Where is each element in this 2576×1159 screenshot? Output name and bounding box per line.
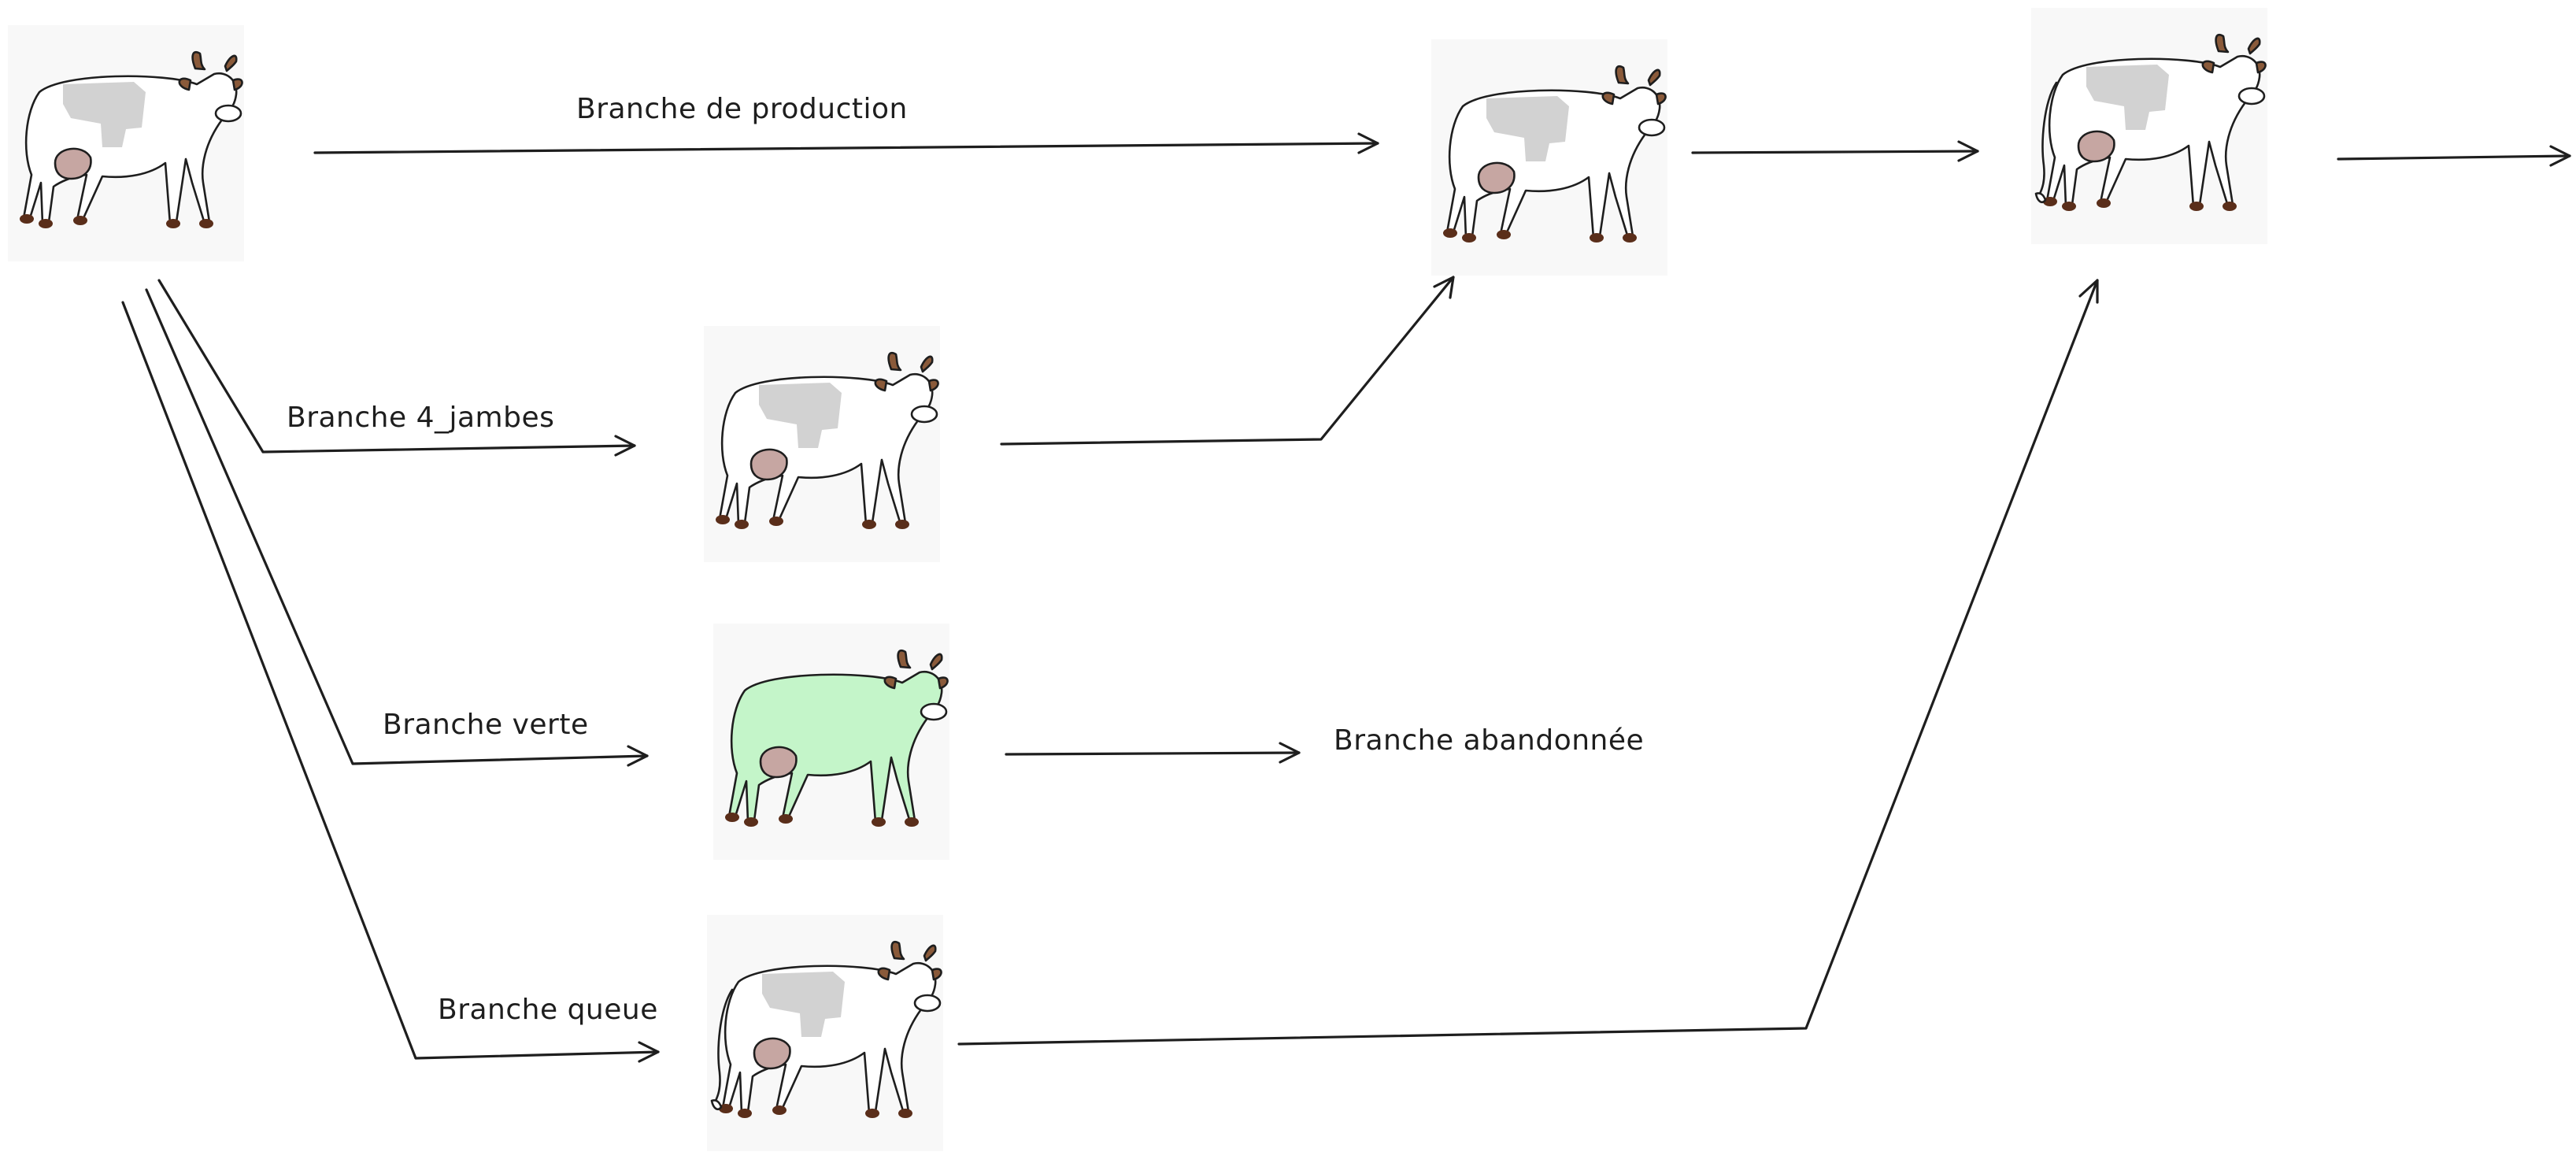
tail-cow-image [707, 915, 943, 1151]
four-legs-merge-edge [1000, 276, 1455, 446]
four-legs-merge-arrowhead [1433, 276, 1455, 299]
four-legs-branch-label: Branche 4_jambes [287, 402, 554, 434]
outgoing-arrowhead [2549, 145, 2571, 167]
prod-1-to-prod-2-edge [1691, 150, 1979, 154]
tail-branch-edge [121, 301, 660, 1060]
green-cow-image [712, 622, 951, 861]
four-legs-cow-image [702, 324, 942, 564]
production-cow-image-1 [1430, 38, 1669, 277]
tail-merge-arrowhead [2078, 279, 2099, 304]
origin-cow-image [6, 24, 246, 263]
production-cow-image-2 [2031, 8, 2267, 244]
production-edge [313, 142, 1379, 154]
green-branch-edge [145, 288, 649, 765]
green-branch-label: Branche verte [383, 709, 589, 741]
abandoned-arrowhead [1279, 742, 1301, 764]
abandoned-edge [1005, 751, 1301, 756]
outgoing-edge [2337, 154, 2571, 161]
four-legs-branch-edge [157, 279, 636, 454]
prod-1-to-prod-2-arrowhead [1957, 140, 1979, 162]
tail-branch-arrowhead [638, 1041, 660, 1063]
tail-merge-edge [957, 279, 2099, 1046]
production-arrowhead [1357, 132, 1379, 154]
green-branch-arrowhead [627, 745, 649, 767]
production-branch-label: Branche de production [576, 93, 908, 125]
abandoned-branch-label: Branche abandonnée [1334, 724, 1644, 757]
four-legs-branch-arrowhead [614, 435, 636, 457]
tail-branch-label: Branche queue [438, 994, 658, 1026]
